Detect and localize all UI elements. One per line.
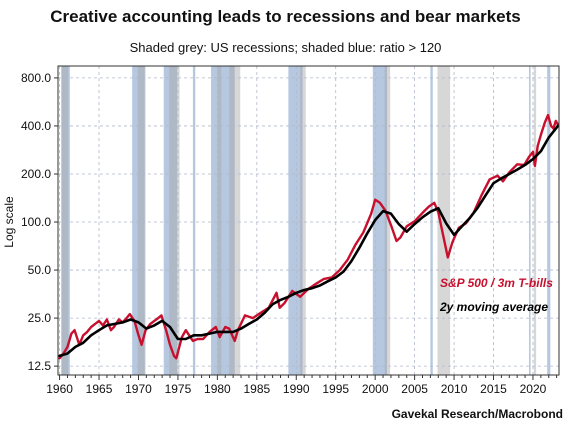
series-layer	[58, 113, 560, 360]
x-tick-label: 2005	[401, 382, 428, 396]
y-tick-label: 400.0	[21, 119, 51, 133]
recession-band	[217, 66, 222, 375]
x-tick-label: 2010	[441, 382, 468, 396]
source-note: Gavekal Research/Macrobond	[391, 407, 563, 421]
y-tick-label: 800.0	[21, 71, 51, 85]
ratio-band	[192, 66, 196, 375]
chart-title: Creative accounting leads to recessions …	[50, 7, 521, 26]
chart-subtitle: Shaded grey: US recessions; shaded blue:…	[129, 40, 442, 55]
recession-bands	[61, 66, 537, 375]
series-moving-average-line	[58, 124, 560, 358]
ratio-band	[430, 66, 433, 375]
recession-band	[384, 66, 391, 375]
x-tick-label: 1965	[86, 382, 113, 396]
ratio-bands	[61, 66, 551, 375]
y-tick-label: 200.0	[21, 167, 51, 181]
y-tick-label: 25.0	[28, 311, 52, 325]
legend: S&P 500 / 3m T-bills 2y moving average	[439, 276, 553, 314]
ratio-band	[61, 66, 70, 375]
y-tick-label: 50.0	[28, 263, 52, 277]
x-tick-label: 1970	[125, 382, 152, 396]
x-tick-label: 2020	[520, 382, 547, 396]
x-tick-label: 1990	[283, 382, 310, 396]
y-tick-label: 12.5	[28, 359, 52, 373]
ratio-band	[288, 66, 303, 375]
recession-band	[300, 66, 306, 375]
recession-band	[169, 66, 180, 375]
x-tick-label: 1995	[322, 382, 349, 396]
recession-band	[137, 66, 146, 375]
ratio-band	[529, 66, 531, 375]
recession-band	[61, 66, 69, 375]
ratio-band	[372, 66, 388, 375]
legend-moving-average: 2y moving average	[439, 300, 548, 314]
y-axis: 12.5 25.0 50.0 100.0 200.0 400.0 800.0	[21, 71, 58, 373]
y-axis-title: Log scale	[2, 196, 16, 248]
x-tick-label: 1960	[46, 382, 73, 396]
plot-frame	[57, 65, 560, 376]
x-tick-label: 1975	[165, 382, 192, 396]
recession-band	[533, 66, 537, 375]
recession-band	[229, 66, 241, 375]
ratio-band	[547, 66, 551, 375]
y-tick-label: 100.0	[21, 215, 51, 229]
x-axis: 1960 1965 1970 1975 1980 1985 1990 1995 2000 2005…	[46, 375, 558, 396]
ratio-band	[132, 66, 145, 375]
x-tick-label: 1980	[204, 382, 231, 396]
ratio-band	[211, 66, 235, 375]
legend-sp500-tbills: S&P 500 / 3m T-bills	[440, 276, 553, 290]
x-tick-label: 2000	[362, 382, 389, 396]
ratio-band	[163, 66, 178, 375]
x-tick-label: 1985	[243, 382, 270, 396]
x-tick-label: 2015	[480, 382, 507, 396]
